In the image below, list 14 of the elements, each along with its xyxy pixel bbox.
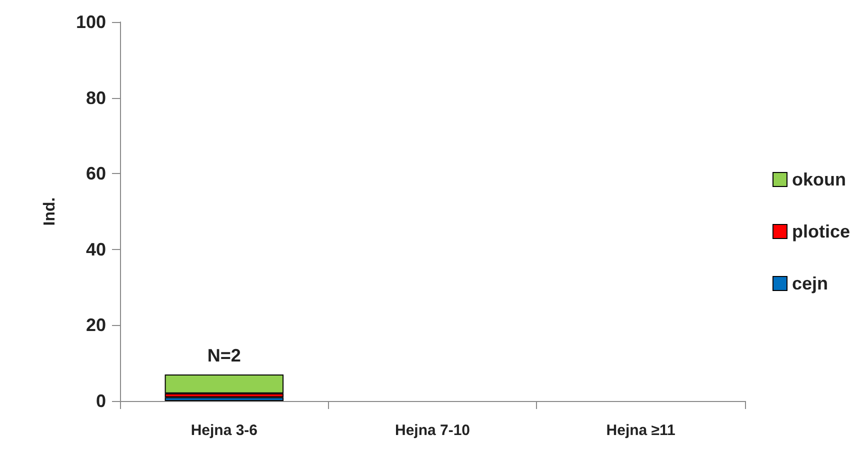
- y-tick-label: 80: [86, 88, 106, 108]
- y-tick-label: 40: [86, 239, 106, 260]
- x-tick-label: Hejna 7-10: [394, 422, 470, 439]
- y-tick-label: 100: [76, 12, 106, 32]
- x-tick-label: Hejna 3-6: [190, 422, 258, 439]
- legend-label: plotice: [792, 222, 850, 242]
- y-tick-label: 20: [86, 315, 106, 336]
- y-tick-label: 60: [86, 164, 106, 184]
- legend-label: okoun: [792, 170, 846, 190]
- y-tick-label: 0: [96, 391, 106, 411]
- legend-label: cejn: [792, 274, 828, 294]
- x-tick-label: Hejna ≥11: [606, 422, 676, 439]
- annotation: N=2: [207, 345, 241, 366]
- y-axis-title: Ind.: [42, 197, 58, 226]
